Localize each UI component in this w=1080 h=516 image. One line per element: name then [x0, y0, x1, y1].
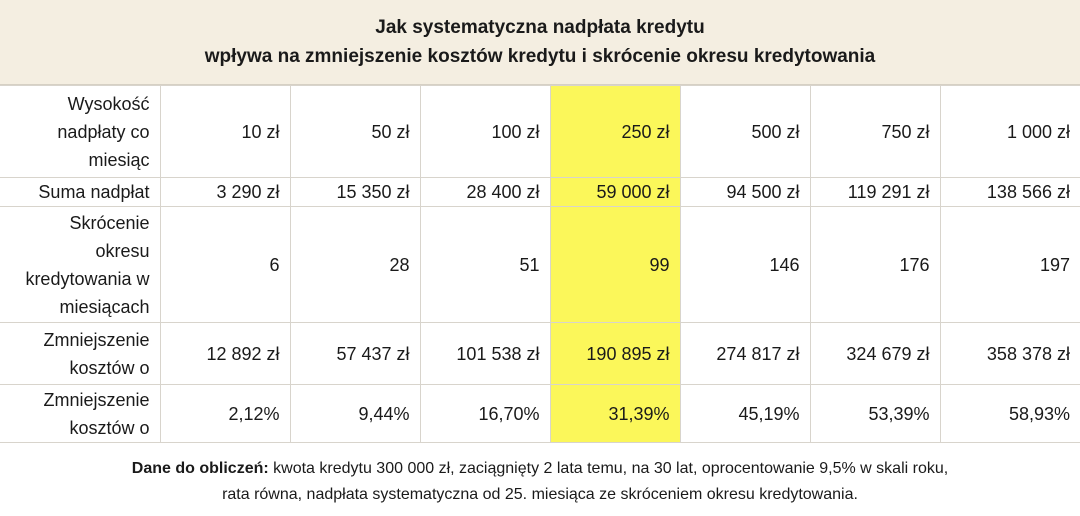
row-label-line: Zmniejszenie	[43, 329, 150, 350]
table-cell: 28 400 zł	[419, 177, 551, 207]
row-label-line: miesiąc	[88, 149, 150, 170]
table-cell: 500 zł	[679, 85, 811, 178]
table-cell: 146	[679, 206, 811, 323]
table-cell: 3 290 zł	[159, 177, 291, 207]
row-label-line: kosztów o	[69, 357, 150, 378]
table-cell: 12 892 zł	[159, 322, 291, 385]
row-label-line: kredytowania w	[25, 268, 150, 289]
row-label: Skrócenie okresu kredytowania w miesiącach	[0, 206, 161, 323]
row-label: Suma nadpłat	[0, 177, 161, 207]
table-cell: 750 zł	[809, 85, 941, 178]
table-cell: 358 378 zł	[939, 322, 1080, 385]
row-label-line: okresu	[95, 240, 150, 261]
table-cell: 53,39%	[809, 384, 941, 443]
table-cell: 28	[289, 206, 421, 323]
row-label-line: Wysokość	[67, 93, 150, 114]
table-cell: 51	[419, 206, 551, 323]
footer-line-1: Dane do obliczeń: kwota kredytu 300 000 …	[132, 456, 948, 482]
title-line-2: wpływa na zmniejszenie kosztów kredytu i…	[204, 46, 876, 67]
table-row: Zmniejszenie kosztów o 2,12% 9,44% 16,70% 31,…	[0, 384, 1080, 443]
table-cell: 6	[159, 206, 291, 323]
table-row: Wysokość nadpłaty co miesiąc 10 zł 50 zł 100 …	[0, 85, 1080, 178]
table-cell: 2,12%	[159, 384, 291, 443]
table-cell: 101 538 zł	[419, 322, 551, 385]
row-label-line: nadpłaty co	[57, 121, 150, 142]
title-line-1: Jak systematyczna nadpłata kredytu	[375, 17, 705, 38]
table-title: Jak systematyczna nadpłata kredytu wpływ…	[0, 0, 1080, 85]
table-row: Suma nadpłat 3 290 zł 15 350 zł 28 400 zł 59…	[0, 177, 1080, 207]
table-cell: 100 zł	[419, 85, 551, 178]
table-cell: 274 817 zł	[679, 322, 811, 385]
row-label-line: kosztów o	[69, 417, 150, 438]
table-cell: 16,70%	[419, 384, 551, 443]
table-cell: 138 566 zł	[939, 177, 1080, 207]
row-label-line: Zmniejszenie	[43, 389, 150, 410]
table-cell-highlighted: 59 000 zł	[549, 177, 681, 207]
table-footer: Dane do obliczeń: kwota kredytu 300 000 …	[0, 447, 1080, 516]
table-cell: 58,93%	[939, 384, 1080, 443]
table-cell-highlighted: 31,39%	[549, 384, 681, 443]
row-label-line: Skrócenie	[69, 212, 150, 233]
row-label-line: miesiącach	[59, 296, 150, 317]
table-cell: 9,44%	[289, 384, 421, 443]
table-cell-highlighted: 190 895 zł	[549, 322, 681, 385]
row-label: Zmniejszenie kosztów o	[0, 322, 161, 385]
table-cell-highlighted: 250 zł	[549, 85, 681, 178]
table-cell: 119 291 zł	[809, 177, 941, 207]
row-label: Wysokość nadpłaty co miesiąc	[0, 85, 161, 178]
footer-bold-lead: Dane do obliczeń:	[131, 459, 269, 477]
table-cell: 197	[939, 206, 1080, 323]
table-cell: 15 350 zł	[289, 177, 421, 207]
table-cell: 324 679 zł	[809, 322, 941, 385]
table-cell-highlighted: 99	[549, 206, 681, 323]
row-label: Zmniejszenie kosztów o	[0, 384, 161, 443]
table-row: Zmniejszenie kosztów o 12 892 zł 57 437 zł 1…	[0, 322, 1080, 385]
table-row: Skrócenie okresu kredytowania w miesiącach 6…	[0, 206, 1080, 323]
table-cell: 1 000 zł	[939, 85, 1080, 178]
row-label-line: Suma nadpłat	[38, 182, 150, 202]
footer-line-2: rata równa, nadpłata systematyczna od 25…	[222, 485, 858, 503]
table-cell: 45,19%	[679, 384, 811, 443]
data-table: Wysokość nadpłaty co miesiąc 10 zł 50 zł 100 …	[0, 85, 1080, 443]
table-cell: 176	[809, 206, 941, 323]
table-cell: 50 zł	[289, 85, 421, 178]
footer-line-1-text: kwota kredytu 300 000 zł, zaciągnięty 2 …	[268, 459, 949, 477]
table-cell: 94 500 zł	[679, 177, 811, 207]
table-cell: 10 zł	[159, 85, 291, 178]
table-cell: 57 437 zł	[289, 322, 421, 385]
